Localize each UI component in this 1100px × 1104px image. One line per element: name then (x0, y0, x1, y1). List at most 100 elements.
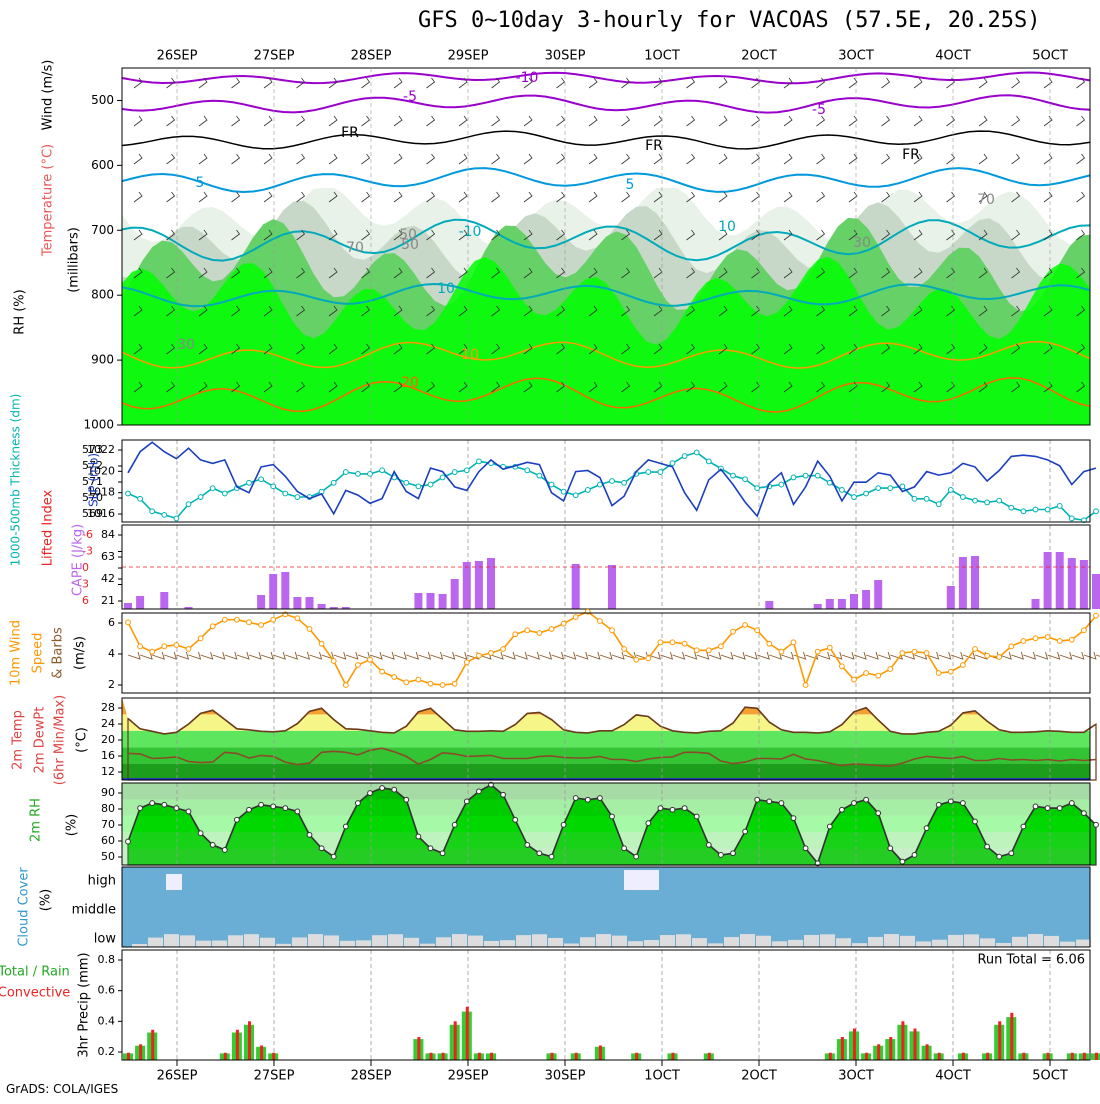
cloud-low-bar (388, 934, 403, 947)
wind-barb-10m (539, 651, 553, 660)
wind-barb-10m (829, 651, 843, 660)
wind-barb-10m (224, 651, 238, 660)
wind-barb-10m (527, 651, 540, 660)
cape-bar (136, 596, 145, 609)
wind-barb (816, 381, 826, 393)
wind-barb (328, 267, 338, 279)
cloud-low-bar (308, 934, 323, 947)
wind-barb (881, 191, 891, 203)
wind-barb (296, 305, 306, 317)
temp-contour-20 (121, 377, 1091, 413)
wind-barb (946, 381, 956, 393)
wind-barb (198, 267, 208, 279)
precip-convective-bar (223, 1052, 227, 1060)
thickness-line-point (778, 481, 785, 488)
wind-barb (1043, 267, 1053, 279)
rh2m-line-point (718, 852, 724, 858)
cloud-low-bar (852, 943, 867, 947)
wind-barb (913, 153, 923, 165)
wind-barb (913, 343, 923, 355)
wind-barb (133, 343, 143, 355)
date-label-top: 3OCT (838, 49, 874, 64)
thickness-line-point (1081, 517, 1087, 524)
thickness-tick-label: 572 (82, 459, 103, 472)
thickness-line-point (427, 481, 434, 488)
wind-speed-line-point (488, 650, 494, 656)
thickness-line-point (790, 474, 797, 481)
lifted-tick-label: 3 (82, 578, 89, 591)
wind-barb (263, 267, 273, 279)
wind-barb-10m (865, 651, 879, 660)
wind-barb (1011, 267, 1021, 279)
wind-barb (296, 115, 306, 127)
wind-barb-10m (152, 651, 165, 660)
wind-barb-10m (1047, 651, 1061, 660)
wind-barb (978, 77, 988, 89)
wind-barb (296, 343, 306, 355)
wind-speed-line-point (1056, 638, 1063, 644)
precip-panel-frame (121, 949, 1091, 1061)
wind-barb (816, 77, 826, 89)
wind-speed-line-point (863, 670, 869, 676)
cape-bar (1067, 558, 1076, 609)
cape-bar (184, 607, 193, 609)
temp2m-curve (127, 706, 1097, 735)
wind-barb-10m (660, 651, 674, 660)
slp-tick-label: 1020 (87, 464, 115, 477)
wind-barb-10m (708, 651, 722, 660)
wind-speed-line-point (548, 626, 555, 632)
cloud-low-bar (596, 934, 611, 947)
wind-barb-10m (454, 651, 468, 660)
date-label-top: 27SEP (254, 49, 295, 64)
wind-barb (328, 305, 338, 317)
rh2m-line-point (984, 843, 990, 850)
wind-barb (718, 153, 728, 165)
wind-barb-10m (381, 651, 395, 660)
wind-barb (1011, 381, 1021, 393)
cloud-low-bar (564, 943, 579, 947)
rh2m-line-point (851, 800, 857, 806)
rh2m-line-point (778, 800, 785, 806)
thickness-line-point (415, 483, 422, 490)
wind-barb (393, 343, 403, 355)
wind-speed-line-point (887, 666, 894, 672)
cloud-low-bar (788, 939, 803, 947)
precip-convective-bar (840, 1037, 844, 1060)
wind-barb (458, 191, 468, 203)
cape-bar (341, 607, 350, 609)
ytick-label: 700 (91, 223, 114, 237)
wind-barb (718, 191, 728, 203)
wind-barb-10m (551, 651, 565, 660)
cloud-low-bar (404, 937, 419, 947)
thickness-line-point (246, 479, 252, 486)
wind-barb (848, 115, 858, 127)
rh2m-line-point (911, 852, 918, 858)
wind-barb (1076, 115, 1086, 127)
chart-title: GFS 0~10day 3-hourly for VACOAS (57.5E, … (418, 8, 1041, 33)
precip-convective-bar (441, 1052, 445, 1060)
rh2m-line-point (548, 853, 555, 860)
lifted-tick-label: -6 (82, 528, 93, 541)
thickness-line-point (451, 469, 458, 475)
thickness-line-point (1020, 508, 1027, 515)
thickness-line-point (584, 487, 591, 493)
wind-barb (1076, 77, 1086, 89)
lifted-tick-label: -3 (82, 545, 93, 558)
wind-barb (816, 153, 826, 165)
rh2m-line-point (863, 796, 869, 803)
thickness-line-point (645, 469, 652, 475)
wind-barb (458, 229, 468, 241)
wind-barb-10m (394, 651, 407, 660)
rh2m-line-point (197, 830, 204, 837)
cape-bar (160, 592, 169, 609)
rh2m-line-point (1056, 805, 1063, 812)
wind-barb (166, 153, 176, 165)
cloud-low-bar (516, 935, 531, 947)
thickness-line-point (705, 458, 712, 465)
cape-bar (571, 564, 580, 609)
wind-barb (231, 381, 241, 393)
contour-label: 5 (626, 177, 635, 193)
wind-speed-line-point (681, 640, 688, 647)
wind-barb-10m (176, 651, 190, 660)
cloud-high-patch (624, 870, 659, 890)
